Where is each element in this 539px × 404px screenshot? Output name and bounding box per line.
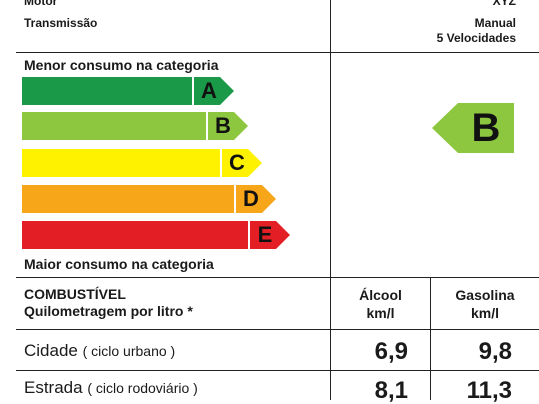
bar-body (22, 221, 250, 249)
col-gasolina-unit: km/l (470, 305, 499, 321)
bar-letter: E (257, 222, 273, 247)
rating-letter: B (471, 106, 501, 150)
column-divider (330, 0, 331, 52)
scale-top-label: Menor consumo na categoria (24, 57, 219, 73)
bar-tip (276, 221, 290, 249)
motor-label: Motor (24, 0, 58, 8)
bar-tip (262, 185, 276, 213)
transmission-value-line2: 5 Velocidades (436, 31, 516, 45)
table-col-divider-2 (430, 277, 431, 400)
bar-separator (220, 149, 222, 177)
row-note: ( ciclo rodoviário ) (87, 380, 198, 396)
bar-separator (234, 185, 236, 213)
scale-divider (330, 52, 331, 280)
bar-cap (250, 221, 276, 249)
transmission-value-line1: Manual (474, 16, 516, 30)
bar-tip (220, 77, 234, 105)
alcool-value-cidade: 6,9 (374, 338, 408, 365)
motor-value: XYZ (492, 0, 516, 8)
bar-letter: B (215, 113, 231, 138)
scale-bottom-label: Maior consumo na categoria (24, 256, 214, 272)
table-header-divider (16, 329, 539, 330)
bar-separator (192, 77, 194, 105)
table-subtitle: Quilometragem por litro * (24, 303, 193, 319)
table-top-divider (16, 277, 539, 278)
bar-body (22, 149, 222, 177)
bar-body (22, 185, 236, 213)
bar-body (22, 77, 194, 105)
bar-letter: A (201, 78, 217, 103)
table-row-cidade: Cidade ( ciclo urbano ) (24, 341, 175, 361)
rating-arrow-body (458, 103, 514, 153)
table-row-divider (16, 370, 539, 371)
bar-cap (194, 77, 220, 105)
bar-letter: D (243, 186, 259, 211)
row-label: Estrada (24, 378, 83, 397)
table-col-divider-1 (330, 277, 331, 400)
col-alcool-unit: km/l (366, 305, 395, 321)
col-gasolina-title: Gasolina (455, 287, 515, 303)
bar-tip (234, 112, 248, 140)
gasolina-value-cidade: 9,8 (478, 338, 512, 365)
row-note: ( ciclo urbano ) (82, 343, 176, 359)
bar-body (22, 112, 208, 140)
bar-tip (248, 149, 262, 177)
col-alcool-title: Álcool (359, 287, 402, 303)
bar-separator (206, 112, 208, 140)
bar-cap (236, 185, 262, 213)
table-row-estrada: Estrada ( ciclo rodoviário ) (24, 378, 198, 398)
row-label: Cidade (24, 341, 78, 360)
header-divider (16, 52, 539, 53)
bar-cap (222, 149, 248, 177)
rating-arrow: B (432, 103, 514, 153)
bar-cap (208, 112, 234, 140)
bar-letter: C (229, 150, 245, 175)
alcool-value-estrada: 8,1 (374, 377, 408, 404)
gasolina-value-estrada: 11,3 (466, 377, 512, 404)
transmission-label: Transmissão (24, 16, 98, 30)
rating-arrow-tip (432, 103, 458, 153)
table-title: COMBUSTÍVEL (24, 286, 126, 302)
bar-separator (248, 221, 250, 249)
